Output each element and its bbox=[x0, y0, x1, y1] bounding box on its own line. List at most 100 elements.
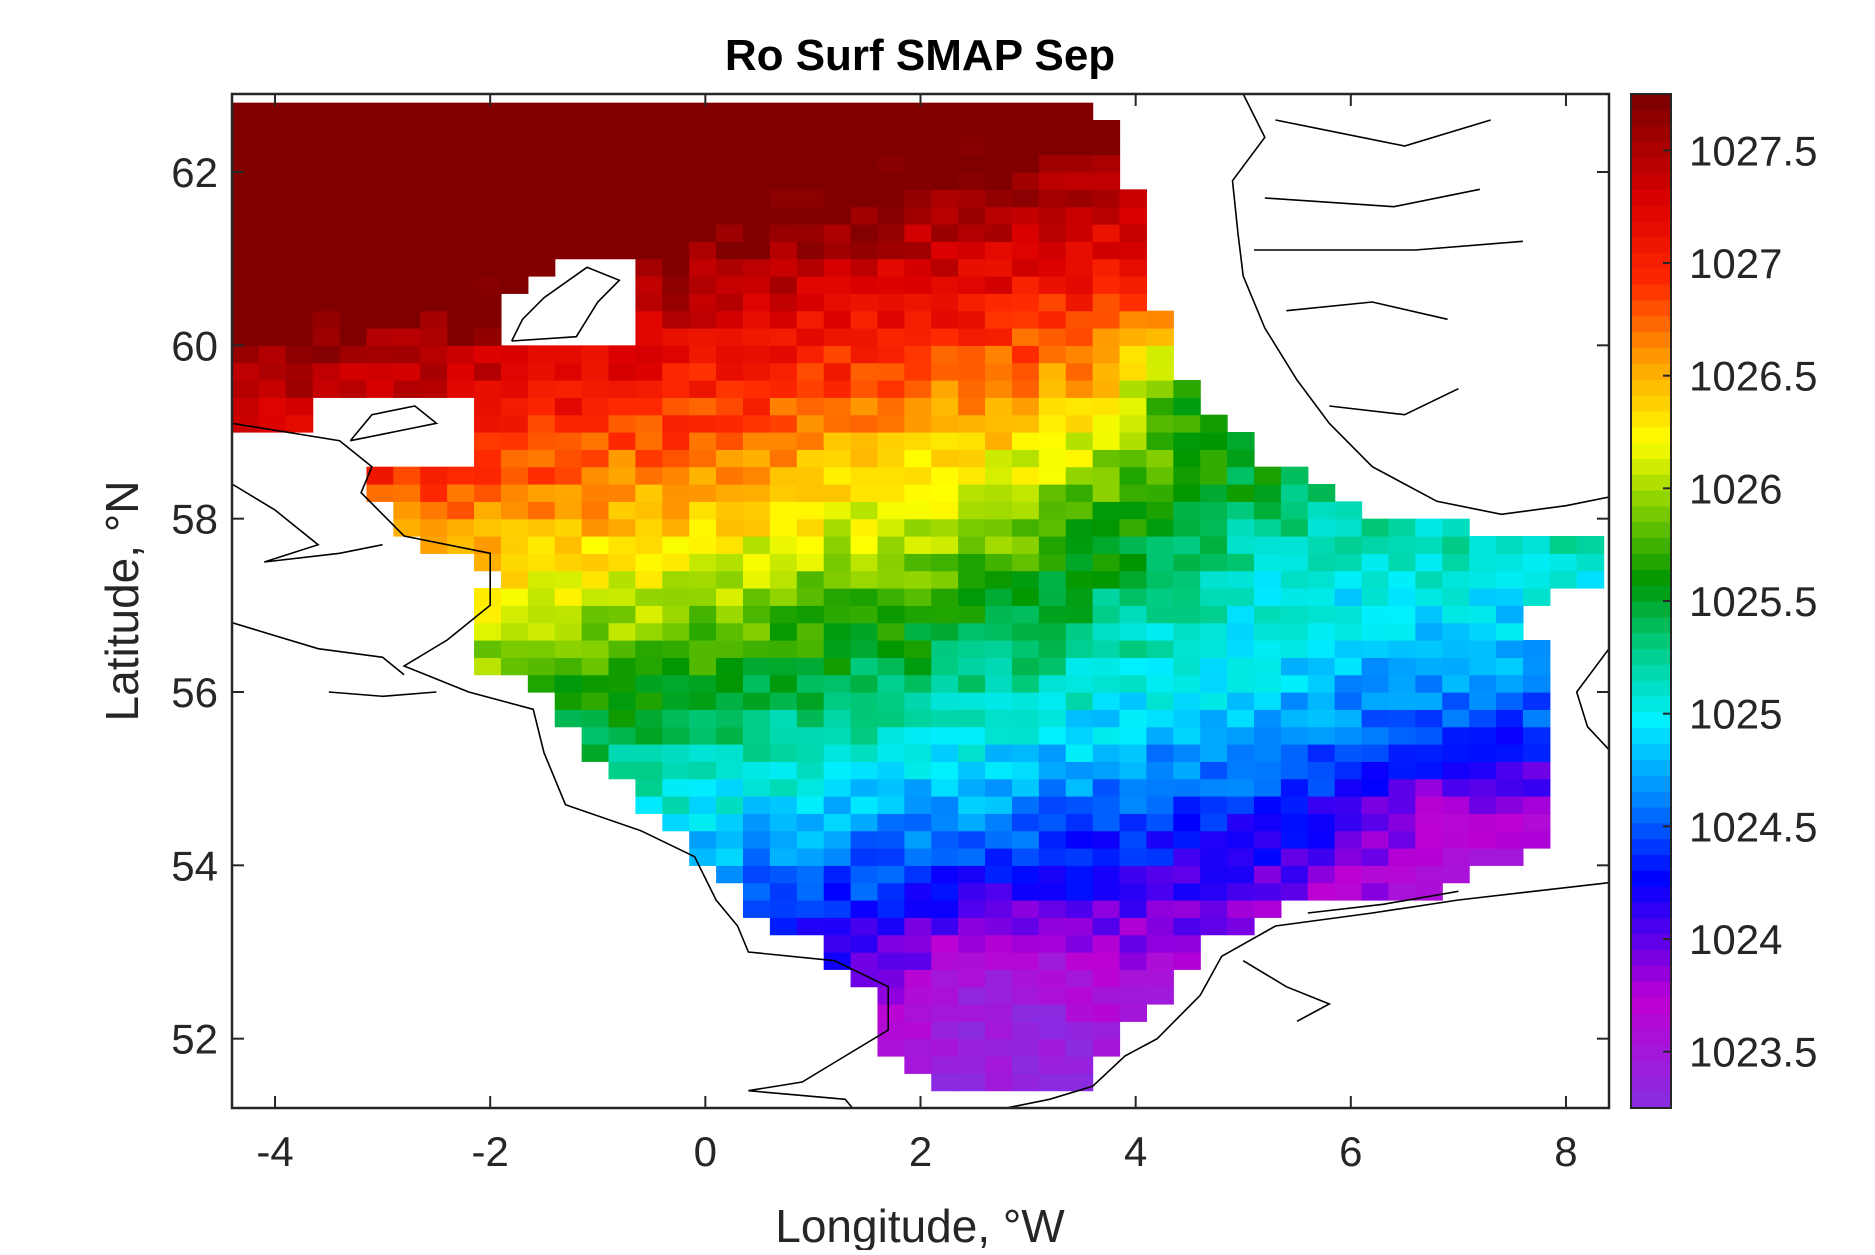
heatmap-cell bbox=[1146, 934, 1174, 953]
heatmap-cell bbox=[877, 466, 905, 485]
heatmap-cell bbox=[393, 310, 421, 329]
heatmap-cell bbox=[796, 102, 825, 121]
heatmap-cell bbox=[877, 917, 905, 936]
heatmap-cell bbox=[985, 761, 1013, 780]
heatmap-cell bbox=[716, 120, 744, 138]
heatmap-cell bbox=[1227, 761, 1255, 780]
heatmap-cell bbox=[850, 570, 879, 589]
heatmap-cell bbox=[689, 830, 717, 849]
heatmap-cell bbox=[1334, 674, 1363, 693]
heatmap-cell bbox=[958, 154, 986, 173]
heatmap-cell bbox=[474, 102, 502, 121]
heatmap-cell bbox=[474, 518, 502, 537]
heatmap-cell bbox=[1065, 345, 1094, 364]
heatmap-cell bbox=[1011, 102, 1040, 121]
heatmap-cell bbox=[527, 674, 556, 693]
heatmap-cell bbox=[985, 224, 1013, 242]
heatmap-cell bbox=[985, 466, 1013, 485]
heatmap-cell bbox=[1227, 796, 1255, 814]
heatmap-cell bbox=[904, 952, 932, 970]
heatmap-cell bbox=[985, 120, 1013, 138]
heatmap-cell bbox=[1092, 120, 1121, 138]
heatmap-cell bbox=[904, 1021, 932, 1040]
heatmap-cell bbox=[1361, 692, 1390, 710]
heatmap-cell bbox=[743, 432, 771, 450]
heatmap-cell bbox=[904, 536, 932, 554]
heatmap-cell bbox=[366, 172, 394, 190]
heatmap-cell bbox=[1469, 709, 1497, 728]
heatmap-cell bbox=[1253, 674, 1282, 693]
heatmap-cell bbox=[743, 536, 771, 554]
heatmap-cell bbox=[420, 241, 448, 260]
heatmap-cell bbox=[1038, 432, 1067, 450]
heatmap-cell bbox=[850, 865, 879, 884]
heatmap-cell bbox=[1065, 622, 1094, 641]
heatmap-cell bbox=[769, 778, 798, 797]
colorbar-swatch bbox=[1631, 395, 1671, 412]
heatmap-cell bbox=[1011, 640, 1040, 658]
heatmap-cell bbox=[1522, 640, 1551, 658]
heatmap-cell bbox=[1119, 206, 1148, 225]
colorbar-swatch bbox=[1631, 870, 1671, 887]
heatmap-cell bbox=[877, 536, 905, 554]
heatmap-cell bbox=[1173, 900, 1201, 918]
heatmap-cell bbox=[1200, 917, 1228, 936]
heatmap-cell bbox=[285, 345, 314, 364]
heatmap-cell bbox=[500, 137, 529, 156]
heatmap-cell bbox=[1522, 744, 1551, 762]
heatmap-cell bbox=[1469, 640, 1497, 658]
heatmap-cell bbox=[1388, 640, 1416, 658]
heatmap-cell bbox=[1119, 466, 1148, 485]
heatmap-cell bbox=[258, 380, 287, 398]
heatmap-cell bbox=[985, 934, 1013, 953]
heatmap-cell bbox=[689, 761, 717, 780]
heatmap-cell bbox=[769, 917, 798, 936]
heatmap-cell bbox=[662, 605, 690, 624]
heatmap-cell bbox=[931, 1073, 959, 1092]
heatmap-cell bbox=[1011, 622, 1040, 641]
heatmap-cell bbox=[769, 900, 798, 918]
heatmap-cell bbox=[1388, 865, 1416, 884]
heatmap-cell bbox=[1065, 969, 1094, 988]
heatmap-cell bbox=[1361, 778, 1390, 797]
heatmap-cell bbox=[958, 536, 986, 554]
heatmap-cell bbox=[769, 432, 798, 450]
heatmap-cell bbox=[1092, 553, 1121, 572]
heatmap-cell bbox=[420, 501, 448, 520]
heatmap-cell bbox=[635, 449, 663, 468]
heatmap-cell bbox=[420, 293, 448, 312]
heatmap-cell bbox=[769, 224, 798, 242]
heatmap-cell bbox=[366, 484, 394, 502]
heatmap-cell bbox=[1227, 726, 1255, 745]
heatmap-cell bbox=[1011, 258, 1040, 277]
heatmap-cell bbox=[527, 172, 556, 190]
heatmap-cell bbox=[1253, 709, 1282, 728]
heatmap-cell bbox=[850, 484, 879, 502]
heatmap-cell bbox=[1415, 709, 1443, 728]
heatmap-cell bbox=[662, 674, 690, 693]
heatmap-cell bbox=[474, 362, 502, 381]
heatmap-cell bbox=[1146, 501, 1174, 520]
heatmap-cell bbox=[1442, 744, 1470, 762]
heatmap-cell bbox=[1092, 882, 1121, 901]
colorbar-tick-label: 1024 bbox=[1689, 916, 1782, 963]
heatmap-cell bbox=[769, 692, 798, 710]
heatmap-cell bbox=[1146, 778, 1174, 797]
colorbar-swatch bbox=[1631, 743, 1671, 760]
heatmap-cell bbox=[635, 258, 663, 277]
heatmap-cell bbox=[500, 206, 529, 225]
heatmap-cell bbox=[769, 744, 798, 762]
heatmap-cell bbox=[1065, 154, 1094, 173]
heatmap-cell bbox=[1200, 432, 1228, 450]
heatmap-cell bbox=[285, 102, 314, 121]
heatmap-cell bbox=[985, 986, 1013, 1005]
heatmap-cell bbox=[366, 328, 394, 346]
heatmap-cell bbox=[716, 310, 744, 329]
heatmap-cell bbox=[877, 120, 905, 138]
heatmap-cell bbox=[1415, 674, 1443, 693]
heatmap-cell bbox=[904, 172, 932, 190]
heatmap-cell bbox=[312, 102, 341, 121]
heatmap-cell bbox=[1065, 206, 1094, 225]
heatmap-cell bbox=[931, 778, 959, 797]
colorbar-swatch bbox=[1631, 505, 1671, 523]
